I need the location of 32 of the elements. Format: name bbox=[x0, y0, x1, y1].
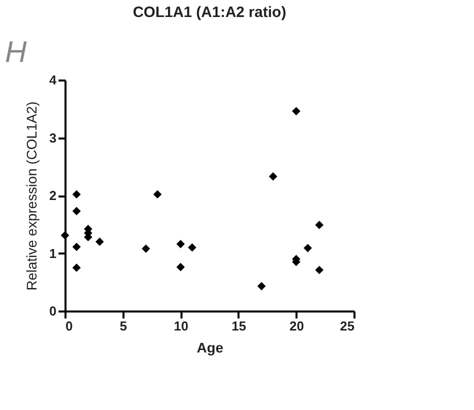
point bbox=[60, 231, 70, 240]
x-axis-title: Age bbox=[196, 340, 224, 356]
y-tick-label: 4 bbox=[49, 72, 58, 88]
x-tick-label: 10 bbox=[174, 318, 188, 334]
point bbox=[176, 240, 185, 248]
point bbox=[315, 220, 324, 230]
y-tick-label: 2 bbox=[49, 188, 56, 203]
y-axis-title: Relative expression (COL1A2) bbox=[23, 101, 40, 291]
point bbox=[95, 238, 104, 246]
point bbox=[72, 264, 81, 272]
point bbox=[292, 107, 300, 116]
point bbox=[268, 172, 278, 181]
point bbox=[315, 266, 324, 274]
point bbox=[188, 243, 196, 252]
x-tick-label: 25 bbox=[340, 318, 354, 334]
point bbox=[257, 282, 266, 290]
y-tick-label: 1 bbox=[49, 246, 56, 261]
chart-title: COL1A1 (A1:A2 ratio) bbox=[132, 4, 286, 21]
point bbox=[142, 244, 150, 253]
x-tick-label: 0 bbox=[66, 318, 73, 334]
x-tick-label: 5 bbox=[120, 318, 127, 334]
x-tick-label: 20 bbox=[289, 318, 304, 334]
y-tick-label: 0 bbox=[49, 304, 56, 318]
point bbox=[304, 244, 312, 252]
point bbox=[72, 206, 81, 216]
point bbox=[153, 190, 162, 199]
point bbox=[72, 242, 81, 252]
point bbox=[176, 262, 185, 272]
y-tick-label: 3 bbox=[49, 130, 56, 146]
text: H bbox=[5, 36, 27, 69]
point bbox=[72, 190, 81, 199]
x-tick-label: 15 bbox=[232, 318, 246, 334]
